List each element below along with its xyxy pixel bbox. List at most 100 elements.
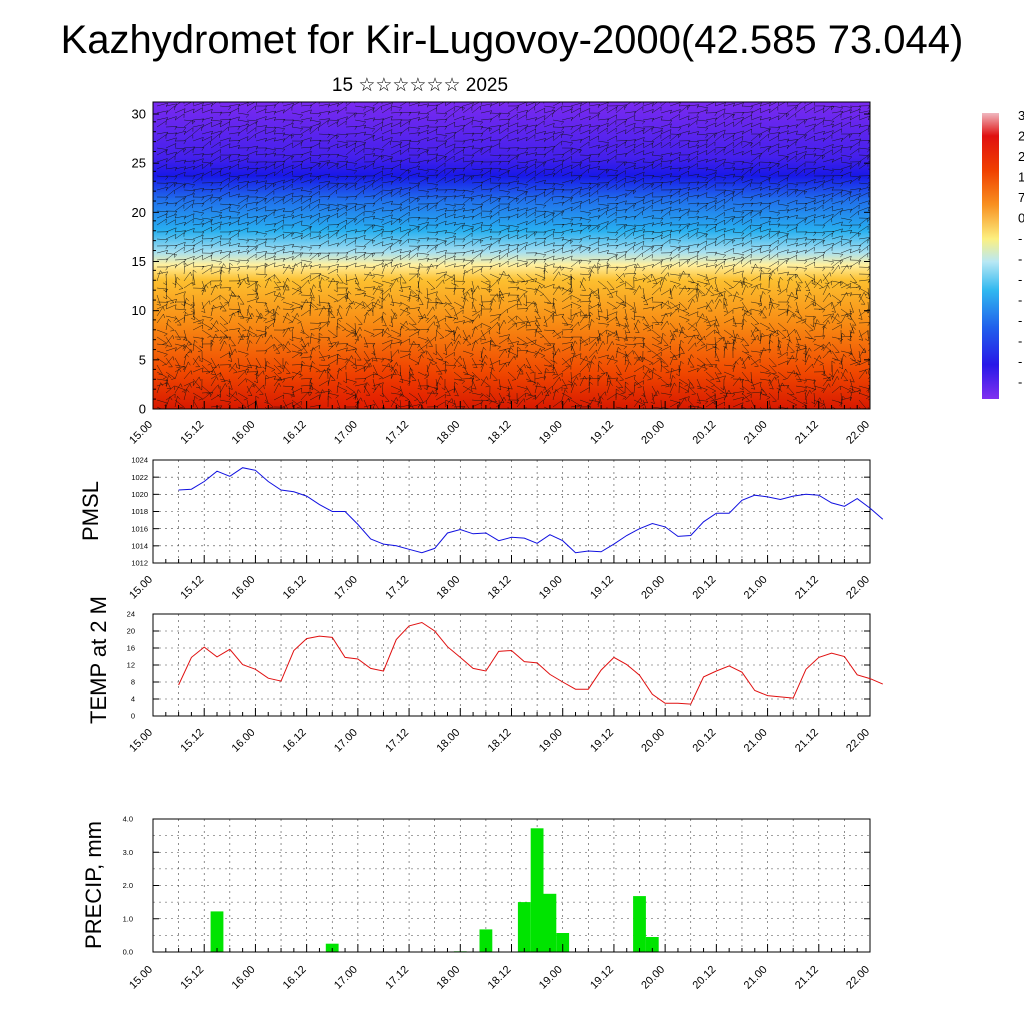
wind-barb-flag: [759, 227, 762, 232]
wind-barb-flag: [805, 289, 810, 292]
wind-barb: [597, 102, 609, 107]
wind-barb-flag: [202, 158, 204, 163]
wind-barb-flag: [838, 265, 841, 270]
wind-barb: [327, 203, 339, 206]
wind-barb-flag: [372, 179, 375, 184]
wind-barb: [246, 119, 258, 122]
wind-barb-flag: [174, 152, 177, 156]
wind-barb-flag: [454, 143, 456, 148]
wind-barb: [597, 127, 608, 135]
wind-barb-flag: [831, 243, 834, 248]
wind-barb: [849, 132, 861, 135]
wind-barb: [507, 273, 515, 284]
wind-barb-flag: [444, 140, 448, 145]
wind-barb-flag: [624, 267, 628, 271]
wind-barb-flag: [172, 282, 177, 286]
wind-barb: [480, 136, 492, 142]
wind-barb: [813, 252, 825, 254]
wind-barb: [687, 222, 699, 226]
wind-barb: [624, 175, 636, 179]
wind-barb: [462, 216, 474, 219]
wind-barb: [516, 280, 528, 282]
wind-barb-flag: [703, 277, 708, 281]
wind-barb-flag: [408, 286, 412, 291]
wind-barb-flag: [237, 176, 241, 181]
wind-barb-flag: [332, 278, 336, 282]
wind-barb-flag: [381, 136, 384, 141]
wind-barb: [399, 191, 410, 198]
wind-barb-flag: [170, 302, 175, 304]
wind-barb-flag: [813, 123, 816, 128]
wind-barb: [174, 166, 186, 170]
wind-barb-flag: [858, 114, 860, 119]
wind-barb-flag: [255, 162, 259, 166]
wind-barb-flag: [796, 200, 798, 205]
wind-barb: [660, 109, 672, 114]
wind-barb-flag: [435, 120, 439, 125]
wind-barb: [534, 138, 546, 142]
wind-barb: [192, 187, 204, 191]
wind-barb-flag: [237, 104, 241, 108]
wind-barb-flag: [165, 231, 169, 236]
wind-barb-flag: [424, 296, 429, 300]
wind-barb: [651, 184, 662, 191]
wind-barb: [363, 215, 375, 219]
wind-barb-flag: [634, 143, 636, 148]
wind-barb: [714, 233, 725, 240]
wind-barb: [255, 129, 267, 135]
wind-barb-flag: [282, 208, 285, 213]
wind-barb-flag: [615, 135, 617, 140]
wind-barb-flag: [498, 255, 501, 260]
wind-barb: [444, 203, 456, 207]
wind-barb: [687, 156, 698, 163]
wind-barb-flag: [372, 203, 376, 207]
wind-barb-flag: [416, 240, 421, 244]
wind-barb: [651, 142, 662, 149]
wind-barb: [372, 102, 380, 107]
wind-barb-flag: [297, 287, 302, 289]
wind-barb: [354, 273, 360, 285]
wind-barb: [534, 102, 541, 107]
wind-barb: [363, 195, 375, 198]
wind-barb: [192, 223, 204, 226]
wind-barb-flag: [309, 157, 312, 162]
wind-barb: [786, 167, 798, 170]
wind-barb-flag: [408, 143, 411, 148]
wind-barb: [273, 264, 285, 268]
wind-barb: [579, 235, 591, 240]
wind-barb: [786, 190, 796, 198]
wind-barb: [192, 164, 204, 170]
wind-barb: [507, 207, 519, 212]
wind-barb: [534, 131, 546, 135]
wind-barb-flag: [643, 137, 645, 142]
wind-barb-flag: [391, 116, 393, 121]
wind-barb-flag: [301, 220, 303, 225]
wind-barb-flag: [714, 198, 718, 202]
wind-barb: [579, 217, 591, 221]
wind-barb-flag: [741, 270, 744, 275]
wind-barb: [210, 119, 222, 122]
wind-barb: [480, 273, 490, 282]
wind-barb: [642, 109, 654, 114]
wind-barb: [579, 141, 590, 149]
wind-barb-flag: [679, 102, 681, 107]
wind-barb: [264, 211, 275, 219]
wind-barb: [741, 248, 753, 254]
wind-barb: [696, 139, 708, 142]
wind-barb: [318, 240, 329, 247]
wind-barb-flag: [840, 240, 842, 245]
wind-barb: [471, 205, 482, 212]
wind-barb-flag: [256, 150, 258, 155]
wind-barb: [210, 187, 222, 191]
wind-barb: [462, 209, 474, 212]
wind-barb-flag: [570, 126, 574, 131]
wind-barb: [714, 129, 726, 135]
wind-barb: [561, 273, 573, 278]
wind-barb: [453, 264, 465, 268]
wind-barb: [165, 155, 176, 163]
wind-barb: [489, 175, 501, 179]
wind-barb: [480, 177, 491, 184]
wind-barb-flag: [597, 176, 601, 181]
wind-barb: [174, 232, 185, 240]
wind-barb: [489, 125, 501, 128]
